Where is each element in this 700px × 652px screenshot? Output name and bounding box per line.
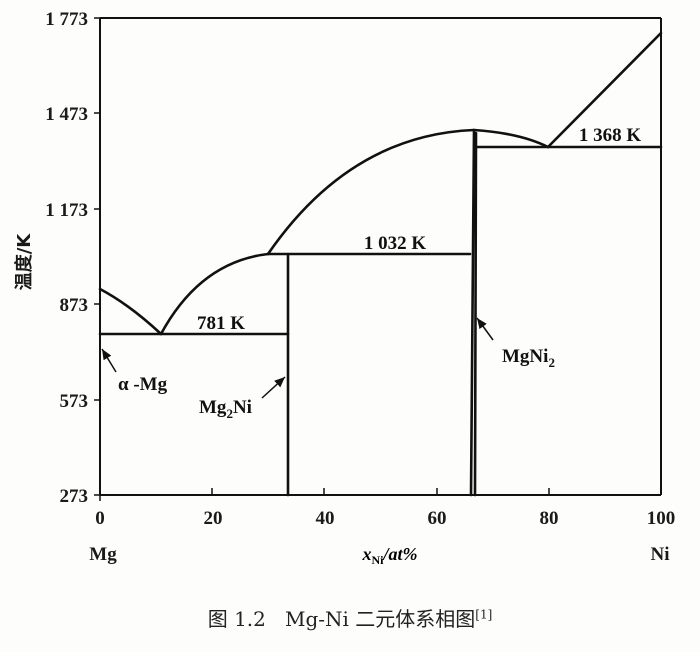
figure-caption: 图 1.2 Mg-Ni 二元体系相图[1]: [0, 603, 700, 632]
arrow-alpha-mg: [101, 348, 117, 373]
y-tick-273: 273: [60, 486, 89, 507]
caption-figure-number: 图 1.2: [207, 607, 266, 631]
y-tick-573: 573: [60, 391, 89, 412]
x-axis-labels: 0 20 40 60 80 100: [95, 508, 675, 529]
y-tick-1473: 1 473: [45, 104, 88, 125]
y-axis-ticks: [94, 17, 100, 496]
liquidus-mgni2-dome: [266, 128, 476, 256]
label-781k: 781 K: [197, 313, 245, 334]
x-axis-title: xNi/at%: [362, 544, 418, 567]
liquidus-mg-side: [98, 287, 163, 336]
arrow-mg2ni: [261, 376, 286, 399]
y-tick-873: 873: [60, 295, 89, 316]
mgni2-line-right: [473, 131, 478, 497]
arrow-mgni2: [476, 317, 494, 341]
x-left-label-mg: Mg: [89, 544, 117, 565]
label-1368k: 1 368 K: [579, 125, 642, 146]
label-1032k: 1 032 K: [364, 233, 427, 254]
x-right-label-ni: Ni: [651, 544, 670, 565]
label-mg2ni: Mg2Ni: [199, 397, 252, 421]
x-tick-100: 100: [647, 508, 676, 529]
y-tick-1773: 1 773: [45, 9, 88, 30]
label-mgni2: MgNi2: [502, 346, 555, 370]
x-tick-60: 60: [428, 508, 447, 529]
x-axis-ticks: [99, 488, 662, 501]
x-tick-0: 0: [95, 508, 105, 529]
x-tick-20: 20: [204, 508, 223, 529]
caption-reference: [1]: [475, 607, 493, 622]
liquidus-mgni2-right: [472, 128, 550, 149]
x-tick-80: 80: [540, 508, 559, 529]
x-tick-40: 40: [316, 508, 335, 529]
liquidus-ni-side: [546, 31, 663, 149]
phase-lines: [98, 31, 663, 497]
mgni2-line-left: [469, 128, 476, 497]
label-alpha-mg: α -Mg: [118, 374, 168, 395]
liquidus-mg2ni-side: [159, 252, 270, 336]
y-tick-1173: 1 173: [45, 200, 88, 221]
caption-text: Mg-Ni 二元体系相图: [284, 607, 476, 631]
y-axis-labels: 1 773 1 473 1 173 873 573 273: [45, 9, 88, 507]
y-axis-title: 温度/K: [13, 233, 35, 291]
plot-frame: [99, 17, 662, 496]
